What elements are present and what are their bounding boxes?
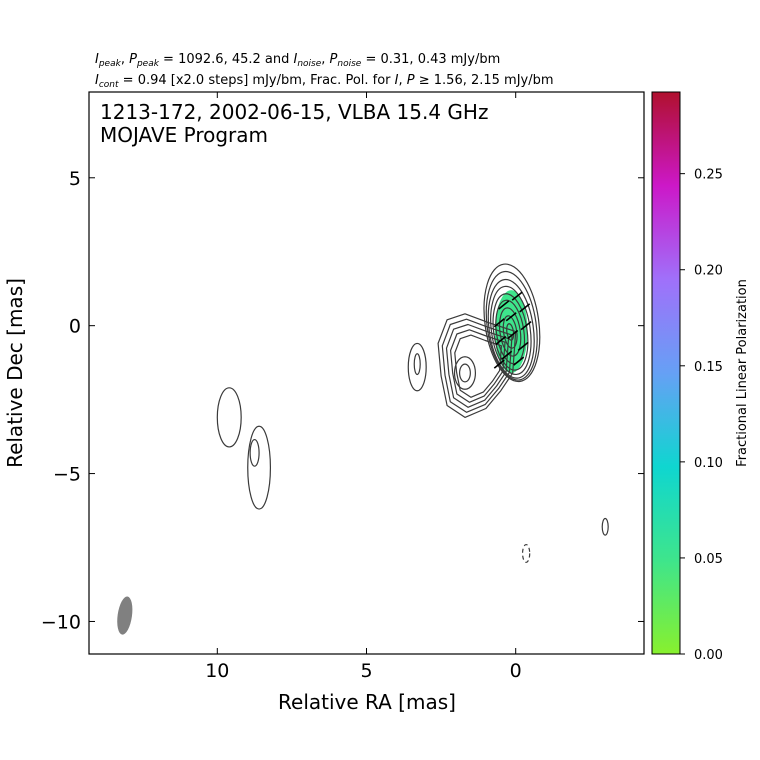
colorbar-tick-label: 0.15	[694, 360, 723, 375]
plot-area	[117, 263, 609, 635]
colorbar-tick-label: 0.05	[694, 552, 723, 567]
evpa-tick	[511, 291, 523, 301]
core-contour	[487, 278, 535, 379]
evpa-tick	[505, 312, 517, 322]
y-tick-label: 5	[69, 168, 81, 190]
plot-frame	[88, 91, 645, 655]
component-contour	[601, 517, 609, 536]
y-tick-label: −5	[53, 464, 81, 486]
axis-ticks: 10 5 0 5 0 −5 −10	[41, 92, 644, 682]
header-line-1: Ipeak, Ppeak = 1092.6, 45.2 and Inoise, …	[95, 52, 500, 69]
y-tick-label: −10	[41, 611, 81, 633]
jet-contour	[454, 334, 502, 398]
jet-knot-contour	[458, 363, 471, 383]
jet-contour	[450, 329, 506, 403]
colorbar-tick-label: 0.25	[694, 168, 723, 183]
y-axis-label: Relative Dec [mas]	[3, 278, 27, 468]
component-contour	[407, 342, 427, 392]
component-contour	[521, 543, 531, 563]
evpa-tick	[493, 359, 505, 369]
jet-contour	[437, 313, 517, 418]
colorbar-label: Fractional Linear Polarization	[735, 279, 750, 467]
colorbar-tick-label: 0.00	[694, 648, 723, 663]
colorbar	[651, 91, 681, 655]
chart-subtitle: MOJAVE Program	[100, 123, 268, 147]
evpa-tick	[513, 356, 525, 366]
evpa-tick	[507, 329, 519, 340]
x-tick-label: 0	[510, 660, 522, 682]
jet-knot-contour	[453, 356, 477, 390]
beam-ellipse	[117, 596, 133, 635]
x-tick-label: 10	[205, 660, 229, 682]
evpa-tick	[501, 350, 513, 360]
core-contour	[485, 270, 538, 381]
x-tick-label: 5	[360, 660, 372, 682]
y-tick-label: 0	[69, 316, 81, 338]
colorbar-ticks: 0.00 0.05 0.10 0.15 0.20 0.25	[680, 168, 723, 663]
core-contour	[490, 285, 532, 376]
core-contour	[483, 263, 541, 383]
component-contour	[249, 438, 260, 467]
colorbar-tick-label: 0.10	[694, 456, 723, 471]
evpa-tick	[495, 335, 507, 346]
evpa-tick	[498, 300, 510, 310]
x-axis-label: Relative RA [mas]	[278, 690, 456, 714]
colorbar-tick-label: 0.20	[694, 264, 723, 279]
core-contour	[506, 323, 515, 341]
chart-title: 1213-172, 2002-06-15, VLBA 15.4 GHz	[100, 100, 488, 124]
evpa-tick	[519, 303, 531, 313]
evpa-tick	[520, 321, 532, 331]
core-contour	[492, 293, 529, 371]
component-contour	[216, 387, 242, 448]
jet-contour	[445, 323, 510, 408]
component-contour	[247, 425, 272, 510]
header-line-2: Icont = 0.94 [x2.0 steps] mJy/bm, Frac. …	[95, 73, 554, 90]
evpa-tick	[493, 318, 505, 328]
jet-contour	[441, 318, 513, 413]
component-contour	[413, 353, 421, 376]
evpa-tick	[517, 341, 529, 352]
core-contour	[498, 307, 522, 357]
